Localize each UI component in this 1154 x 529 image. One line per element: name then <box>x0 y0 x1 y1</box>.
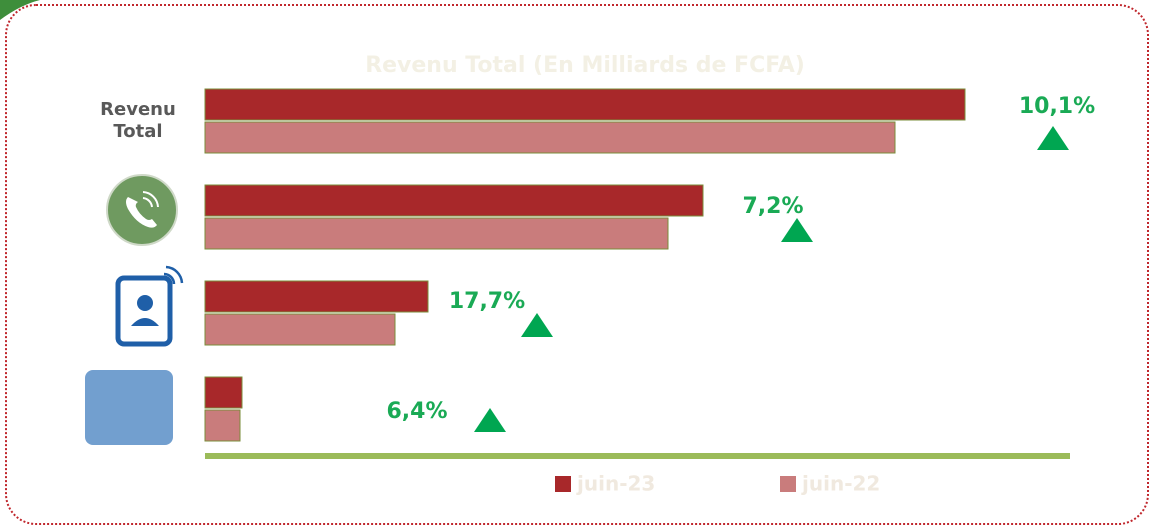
growth-arrow <box>521 313 553 337</box>
bar <box>204 313 396 346</box>
bar <box>204 88 966 121</box>
tablet-icon <box>115 265 184 347</box>
phone-icon <box>106 174 178 246</box>
legend-label: juin-23 <box>576 472 655 496</box>
growth-arrow <box>474 408 506 432</box>
bar <box>204 376 243 409</box>
growth-arrow <box>1037 126 1069 150</box>
growth-label: 10,1% <box>1019 94 1095 119</box>
legend-label: juin-22 <box>801 472 880 496</box>
square-icon <box>85 370 173 445</box>
chart-title: Revenu Total (En Milliards de FCFA) <box>365 53 805 78</box>
bar <box>204 184 704 217</box>
legend-swatch <box>555 476 571 492</box>
bar <box>204 217 669 250</box>
growth-label: 7,2% <box>742 194 803 219</box>
bar <box>204 409 241 442</box>
growth-label: 6,4% <box>386 399 447 424</box>
growth-arrow <box>781 218 813 242</box>
corner-decoration <box>0 0 40 20</box>
category-label: Revenu Total <box>100 99 176 142</box>
growth-label: 17,7% <box>449 289 525 314</box>
bar <box>204 280 429 313</box>
bar <box>204 121 896 154</box>
legend-swatch <box>780 476 796 492</box>
frame <box>5 4 1149 525</box>
